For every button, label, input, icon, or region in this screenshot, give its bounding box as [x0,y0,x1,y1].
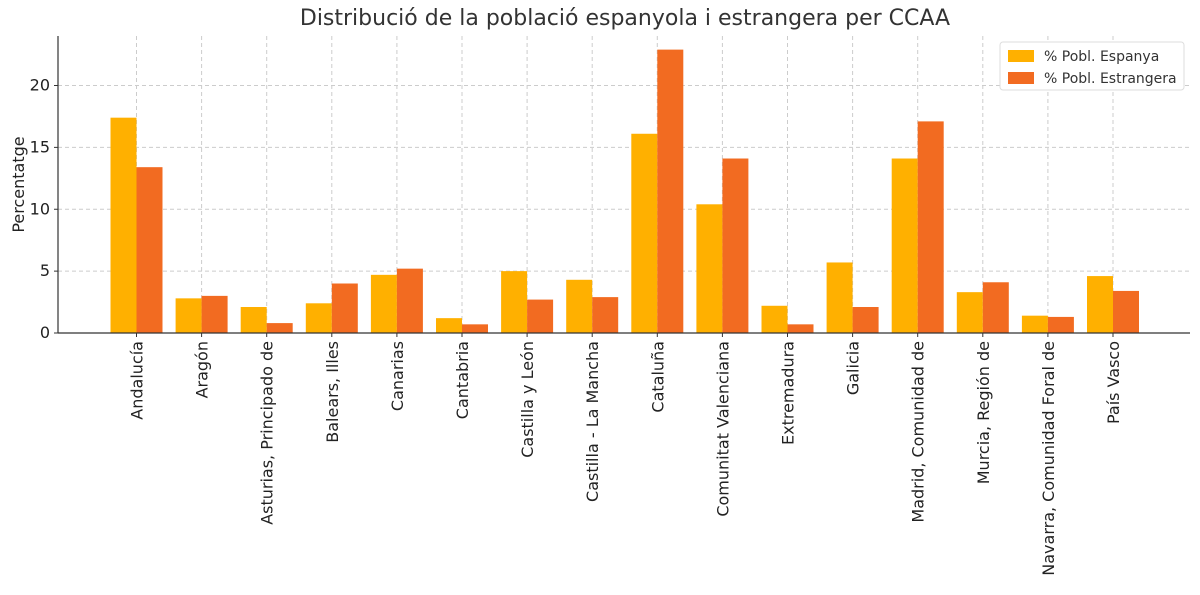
x-tick-label: Comunitat Valenciana [713,341,732,517]
bar-espanya [631,133,658,333]
x-tick-label: Andalucía [128,341,147,420]
bar-espanya [305,303,332,333]
bar-estrangera [136,167,163,333]
x-tick-label: Navarra, Comunidad Foral de [1039,341,1058,576]
legend-label: % Pobl. Espanya [1044,49,1159,65]
legend-label: % Pobl. Estrangera [1044,71,1177,87]
x-tick-label: Murcia, Región de [974,341,993,484]
x-tick-label: Castilla y León [518,341,537,458]
y-tick-label: 10 [30,199,50,218]
chart-title: Distribució de la població espanyola i e… [299,6,951,31]
legend-swatch [1008,72,1034,84]
x-tick-label: Castilla - La Mancha [583,341,602,502]
bar-estrangera [852,307,879,333]
x-tick-label: Aragón [193,341,212,398]
bar-espanya [436,318,462,333]
x-tick-label: Cantabria [453,341,472,419]
y-tick-label: 15 [30,137,50,156]
bar-estrangera [201,295,228,333]
x-tick-label: Cataluña [648,341,667,413]
bar-estrangera [266,323,293,333]
bar-estrangera [787,324,814,333]
bar-estrangera [462,324,488,333]
x-tick-label: País Vasco [1104,341,1123,424]
bar-espanya [1021,315,1048,333]
y-axis-title: Percentatge [9,136,28,232]
x-tick-label: Extremadura [779,341,798,445]
bar-espanya [175,298,202,333]
legend-swatch [1008,50,1034,62]
bar-estrangera [592,297,619,333]
bar-estrangera [1047,316,1074,333]
x-tick-label: Madrid, Comunidad de [909,341,928,523]
bar-espanya [501,271,528,333]
y-tick-label: 0 [40,323,50,342]
bar-espanya [696,204,723,333]
bar-estrangera [396,268,423,333]
legend-box [999,41,1185,91]
y-tick-label: 5 [40,261,50,280]
bar-estrangera [982,282,1009,333]
bar-espanya [240,307,267,333]
bar-espanya [826,262,853,333]
bar-estrangera [1113,290,1139,333]
y-tick-label: 20 [30,76,50,95]
bar-estrangera [527,299,554,333]
bar-estrangera [917,121,944,333]
bar-espanya [956,292,983,333]
x-tick-label: Galicia [844,341,863,395]
bar-espanya [761,305,788,333]
x-tick-label: Canarias [388,341,407,411]
bar-espanya [891,158,918,333]
bar-espanya [1087,276,1113,333]
bar-espanya [110,117,137,333]
bar-estrangera [722,158,749,333]
bar-estrangera [657,49,684,334]
bar-espanya [370,274,397,333]
x-tick-label: Asturias, Principado de [258,341,277,525]
x-tick-label: Balears, Illes [323,341,342,443]
bar-espanya [566,279,593,333]
bar-estrangera [331,283,358,333]
